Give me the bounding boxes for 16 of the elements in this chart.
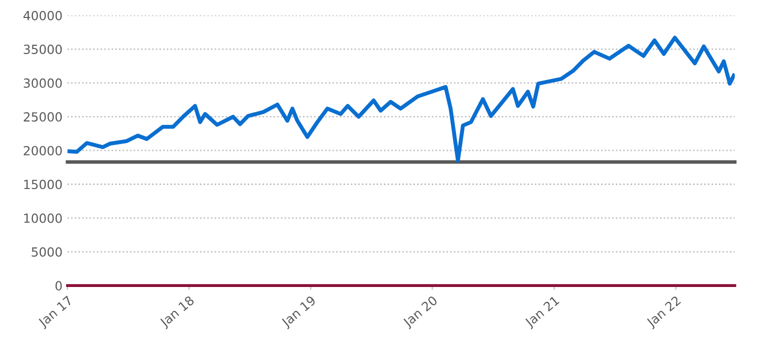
y-tick-label: 40000	[23, 10, 62, 20]
x-tick-label: Jan 21	[524, 296, 562, 330]
y-tick-label: 35000	[24, 44, 62, 54]
x-tick-label: Jan 17	[37, 296, 74, 330]
y-tick-label: 30000	[24, 78, 62, 88]
x-tick-label: Jan 22	[645, 296, 683, 330]
y-tick-label: 10000	[24, 213, 62, 223]
x-tick-label: Jan 18	[158, 295, 196, 330]
y-tick-label: 20000	[24, 146, 62, 156]
y-tick-label: 0	[56, 281, 62, 290]
y-tick-label: 25000	[24, 112, 62, 122]
line-series	[67, 36, 735, 163]
x-tick-label: Jan 20	[402, 295, 440, 330]
y-tick-label: 15000	[24, 180, 62, 190]
y-tick-label: 5000	[32, 247, 62, 257]
x-tick-label: Jan 19	[280, 295, 318, 330]
